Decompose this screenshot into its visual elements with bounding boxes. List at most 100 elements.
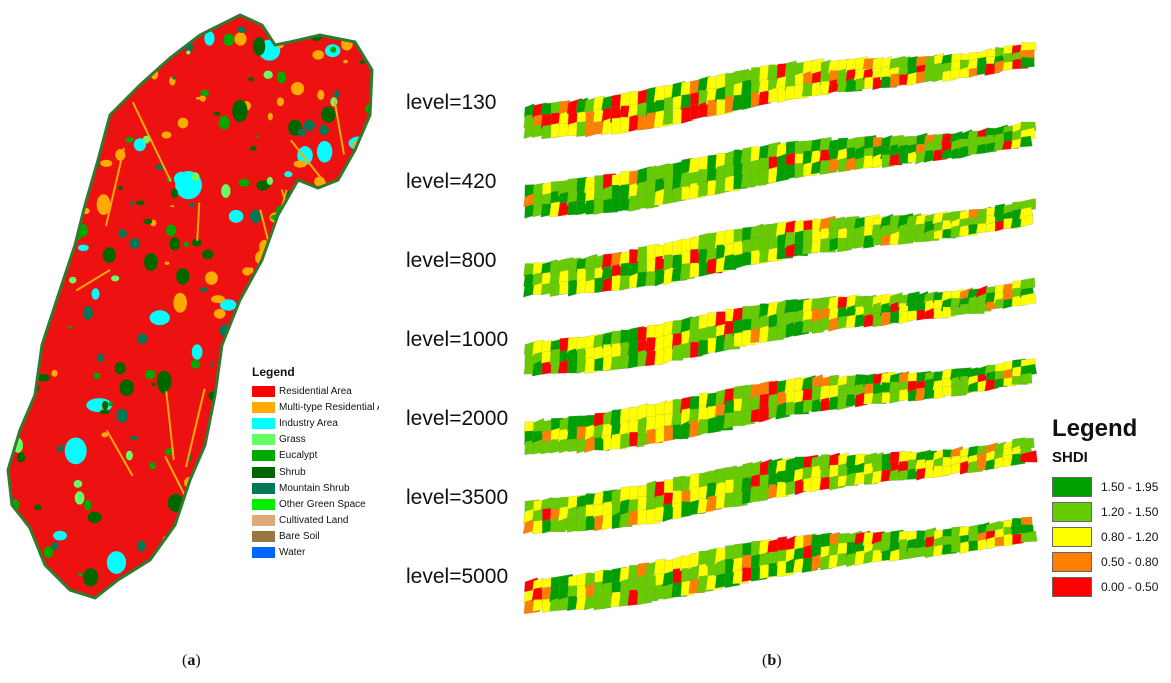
- land-use-legend-item: Mountain Shrub: [252, 480, 382, 496]
- land-use-patch: [9, 403, 22, 412]
- land-use-patch: [130, 201, 135, 206]
- land-use-patch: [26, 192, 39, 203]
- shdi-patch: [1020, 214, 1033, 228]
- land-use-patch: [183, 241, 189, 248]
- land-use-patch: [199, 287, 208, 292]
- land-use-patch: [290, 82, 305, 96]
- land-use-patch: [55, 52, 61, 58]
- shdi-patch: [1020, 364, 1037, 377]
- road-line: [211, 482, 246, 557]
- legend-swatch: [252, 417, 275, 429]
- land-use-patch: [144, 369, 156, 380]
- land-use-patch: [16, 452, 26, 463]
- road-line: [290, 139, 329, 188]
- land-use-patch: [93, 372, 101, 380]
- land-use-patch: [99, 409, 110, 415]
- legend-label: 0.00 - 0.50: [1101, 579, 1159, 594]
- land-use-patch: [209, 421, 221, 430]
- land-use-patch: [316, 140, 333, 163]
- level-label: level=800: [406, 249, 497, 272]
- land-use-patch: [318, 324, 334, 342]
- land-use-patch: [186, 50, 191, 55]
- shdi-patch: [681, 106, 693, 124]
- land-use-patch: [41, 134, 51, 141]
- shdi-map-strip: [523, 358, 1037, 455]
- land-use-patch: [248, 77, 255, 82]
- land-use-patch: [83, 306, 93, 320]
- shdi-patch: [758, 406, 772, 423]
- land-use-patch: [91, 69, 98, 78]
- legend-swatch: [252, 434, 275, 446]
- land-use-legend-item: Industry Area: [252, 415, 382, 431]
- land-use-patch: [218, 115, 230, 130]
- land-use-patch: [319, 262, 345, 291]
- land-use-patch: [310, 206, 327, 224]
- caption-a: (a): [182, 652, 201, 669]
- land-use-patch: [156, 370, 172, 392]
- land-use-patch: [166, 224, 177, 237]
- land-use-patch: [86, 398, 113, 413]
- land-use-patch: [56, 445, 64, 452]
- land-use-patch: [230, 557, 237, 562]
- land-use-patch: [191, 172, 200, 182]
- land-use-patch: [33, 325, 41, 337]
- land-use-patch: [12, 152, 20, 157]
- land-use-patch: [303, 120, 315, 131]
- land-use-patch: [149, 310, 170, 326]
- land-use-patch: [352, 259, 364, 274]
- land-use-patch: [234, 32, 247, 46]
- land-use-patch: [275, 311, 298, 337]
- land-use-patch: [84, 499, 92, 511]
- land-use-patch: [250, 209, 262, 224]
- shdi-patch: [1012, 533, 1024, 545]
- land-use-patch: [271, 286, 294, 303]
- land-use-legend-item: Bare Soil: [252, 529, 382, 545]
- land-use-patch: [286, 342, 291, 348]
- level-label: level=3500: [406, 486, 509, 509]
- land-use-patch: [73, 479, 83, 488]
- land-use-legend-title: Legend: [252, 365, 295, 379]
- shdi-legend-item: 0.00 - 0.50: [1052, 574, 1167, 599]
- land-use-patch: [321, 330, 326, 334]
- land-use-patch: [190, 359, 200, 369]
- land-use-patch: [257, 574, 269, 589]
- land-use-legend-item: Water: [252, 545, 382, 561]
- land-use-patch: [271, 309, 287, 328]
- land-use-patch: [209, 363, 215, 367]
- land-use-patch: [221, 184, 231, 198]
- land-use-patch: [142, 135, 151, 144]
- land-use-patch: [77, 244, 89, 252]
- land-use-patch: [200, 89, 210, 97]
- land-use-patch: [297, 259, 310, 277]
- land-use-patch: [111, 275, 120, 282]
- land-use-patch: [266, 176, 273, 185]
- shdi-map-strip: [523, 198, 1036, 298]
- legend-swatch: [252, 498, 275, 510]
- land-use-patch: [164, 261, 170, 265]
- land-use-patch: [202, 523, 217, 537]
- land-use-patch: [210, 295, 225, 304]
- legend-swatch: [1052, 476, 1092, 497]
- level-label: level=1000: [406, 328, 509, 351]
- land-use-patch: [34, 268, 45, 277]
- land-use-patch: [74, 36, 80, 42]
- road-line: [131, 101, 172, 182]
- land-use-patch: [330, 46, 337, 53]
- land-use-patch: [237, 26, 246, 33]
- legend-label: Cultivated Land: [279, 515, 349, 527]
- land-use-patch: [204, 31, 215, 46]
- legend-label: 1.20 - 1.50: [1101, 504, 1159, 519]
- land-use-patch: [36, 101, 45, 106]
- land-use-patch: [102, 247, 116, 263]
- land-use-patch: [119, 379, 134, 396]
- shdi-patch: [1020, 57, 1035, 68]
- road-line: [101, 47, 139, 93]
- land-use-patch: [191, 344, 203, 360]
- land-use-patch: [200, 508, 216, 530]
- land-use-patch: [366, 257, 372, 262]
- land-use-patch: [214, 585, 219, 592]
- land-use-patch: [130, 435, 139, 440]
- land-use-patch: [106, 551, 127, 574]
- shdi-map-strip: [523, 277, 1037, 377]
- land-use-patch: [273, 311, 285, 326]
